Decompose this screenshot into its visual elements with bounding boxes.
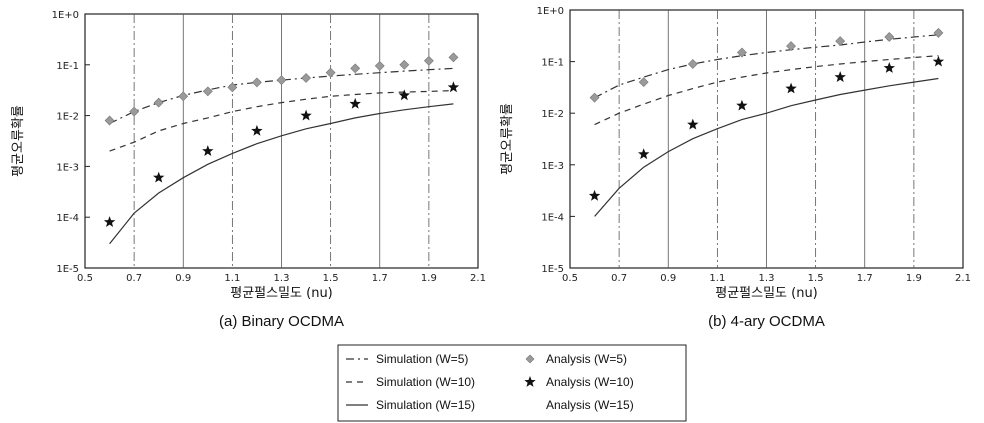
legend-label: Analysis (W=5) — [546, 352, 627, 366]
data-point-diamond — [374, 61, 385, 71]
data-point-star — [883, 62, 895, 73]
data-point-diamond — [399, 59, 410, 70]
legend-label: Simulation (W=10) — [376, 375, 475, 389]
y-tick-label: 1E-3 — [541, 161, 564, 172]
x-tick-label: 1.7 — [857, 273, 873, 284]
data-point-diamond — [325, 67, 336, 78]
panel-caption: (a) Binary OCDMA — [219, 313, 344, 330]
chart-panel-binary: 0.5 0.7 0.9 1.1 1.3 1.5 1.7 1.9 2.1 1E-5 1E-4 1E-3 1… — [11, 10, 486, 330]
y-tick-label: 1E+0 — [537, 6, 564, 17]
series-line-simulation-w-15 — [594, 77, 939, 217]
x-tick-label: 1.1 — [709, 273, 725, 284]
data-point-diamond — [350, 63, 361, 74]
legend-label: Simulation (W=5) — [376, 352, 468, 366]
x-tick-label: 1.5 — [323, 273, 339, 284]
data-point-diamond — [835, 36, 846, 46]
y-tick-label: 1E-2 — [541, 109, 564, 120]
y-axis-label: 평균오류확률 — [11, 105, 26, 177]
data-point-diamond — [737, 47, 747, 58]
x-tick-label: 2.1 — [955, 273, 971, 284]
legend-box — [337, 344, 687, 422]
data-point-diamond — [448, 52, 459, 63]
legend-swatch-diamond — [525, 354, 535, 364]
data-point-diamond — [884, 32, 895, 42]
series-line-simulation-w-5 — [109, 67, 454, 125]
data-point-star — [349, 97, 361, 109]
x-tick-label: 1.1 — [224, 273, 240, 284]
data-point-star — [736, 99, 748, 111]
data-point-diamond — [252, 77, 262, 88]
data-point-star — [785, 82, 797, 94]
data-point-diamond — [589, 92, 600, 103]
data-point-diamond — [104, 115, 115, 126]
y-tick-label: 1E-4 — [56, 213, 79, 224]
x-tick-label: 0.9 — [660, 273, 676, 284]
panel-caption: (b) 4-ary OCDMA — [708, 313, 825, 330]
series-line-simulation-w-10 — [109, 90, 454, 152]
series-line-simulation-w-15 — [109, 103, 454, 245]
data-point-diamond — [423, 55, 434, 66]
y-tick-label: 1E+0 — [52, 10, 79, 21]
x-tick-label: 1.5 — [808, 273, 824, 284]
data-point-star — [103, 216, 116, 227]
data-point-diamond — [301, 73, 311, 83]
y-tick-label: 1E-3 — [56, 162, 79, 173]
y-tick-label: 1E-2 — [56, 112, 79, 123]
y-tick-label: 1E-1 — [541, 58, 564, 69]
x-tick-label: 0.9 — [175, 273, 191, 284]
legend: Simulation (W=5) Analysis (W=5) Simulation… — [337, 344, 687, 422]
x-tick-label: 2.1 — [470, 273, 486, 284]
y-axis-label: 평균오류확률 — [500, 103, 515, 175]
y-tick-label: 1E-4 — [541, 212, 564, 223]
y-tick-label: 1E-5 — [56, 264, 79, 275]
legend-swatch-star — [524, 376, 536, 387]
legend-label: Analysis (W=10) — [546, 375, 634, 389]
data-point-diamond — [687, 59, 698, 69]
data-point-diamond — [276, 75, 287, 86]
data-point-diamond — [786, 41, 796, 51]
data-point-star — [588, 189, 601, 201]
data-point-star — [202, 145, 214, 156]
x-axis-label: 평균펄스밀도 (nu) — [230, 286, 333, 301]
x-tick-label: 1.3 — [274, 273, 290, 284]
data-point-diamond — [129, 106, 140, 117]
legend-label: Analysis (W=15) — [546, 398, 634, 412]
data-point-star — [300, 109, 312, 121]
legend-label: Simulation (W=15) — [376, 398, 475, 412]
data-point-diamond — [178, 91, 189, 102]
x-tick-label: 0.5 — [562, 273, 578, 284]
data-point-star — [687, 118, 699, 130]
data-point-star — [153, 171, 165, 183]
chart-panel-4ary: 0.5 0.7 0.9 1.1 1.3 1.5 1.7 1.9 2.1 1E-5 1E-4 1E-3 1… — [500, 6, 971, 330]
data-point-star — [447, 81, 460, 93]
x-tick-label: 1.7 — [372, 273, 388, 284]
data-point-diamond — [227, 82, 238, 93]
y-tick-label: 1E-5 — [541, 264, 564, 275]
data-point-star — [398, 89, 410, 101]
data-point-star — [638, 148, 650, 160]
data-point-star — [834, 71, 846, 82]
data-point-diamond — [153, 97, 164, 108]
x-tick-label: 1.9 — [906, 273, 922, 284]
x-tick-label: 1.9 — [421, 273, 437, 284]
y-tick-label: 1E-1 — [56, 61, 79, 72]
data-point-diamond — [638, 77, 649, 88]
x-tick-label: 0.7 — [126, 273, 142, 284]
data-point-star — [251, 124, 263, 136]
data-point-diamond — [202, 86, 213, 97]
x-tick-label: 1.3 — [759, 273, 775, 284]
data-point-star — [932, 55, 945, 67]
series-line-simulation-w-10 — [594, 55, 939, 126]
x-tick-label: 0.7 — [611, 273, 627, 284]
series-line-simulation-w-5 — [594, 34, 939, 99]
x-axis-label: 평균펄스밀도 (nu) — [715, 286, 818, 301]
x-tick-label: 0.5 — [77, 273, 93, 284]
data-point-diamond — [933, 27, 944, 38]
